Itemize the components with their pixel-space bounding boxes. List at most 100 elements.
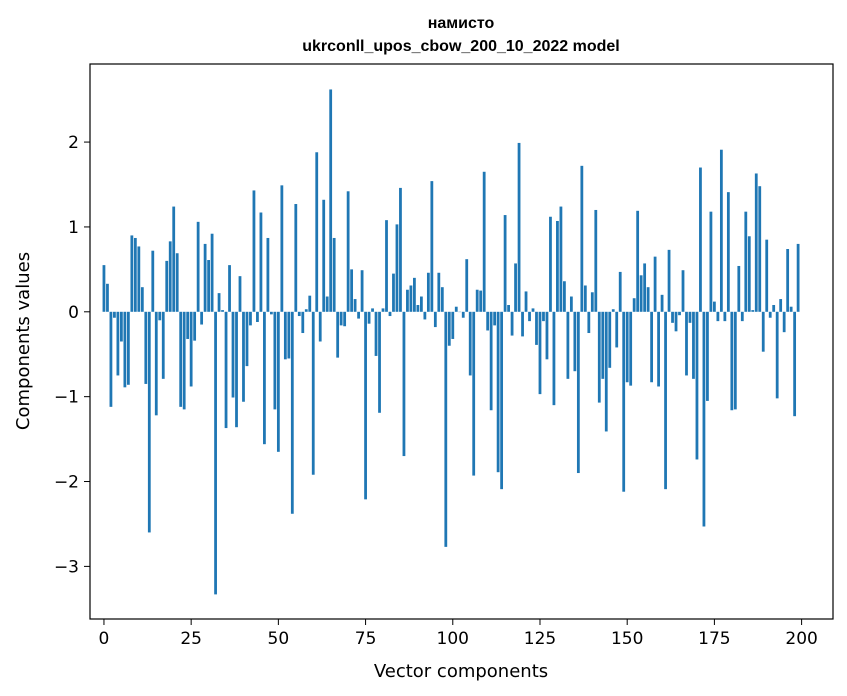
bar-199 [796,243,800,312]
bar-124 [535,311,538,345]
bar-140 [590,292,594,312]
x-tick-label-25: 25 [180,629,202,649]
bar-31 [210,233,214,312]
bar-171 [699,167,702,312]
bar-146 [611,309,615,312]
bar-188 [758,186,762,312]
bar-107 [475,289,479,312]
bar-149 [622,311,626,492]
x-axis-label: Vector components [374,661,548,682]
bar-161 [664,311,667,490]
bar-54 [290,311,294,514]
bar-160 [660,294,664,312]
bar-169 [692,311,695,379]
bar-194 [779,299,783,312]
bar-85 [399,187,402,312]
bar-46 [263,311,266,445]
bar-61 [315,152,319,312]
bar-118 [514,263,517,312]
bar-92 [423,311,427,320]
bar-192 [772,305,776,312]
bar-170 [695,311,699,460]
bar-157 [650,311,654,383]
bar-148 [618,271,622,312]
bar-70 [346,191,350,312]
bar-84 [395,224,399,312]
bar-50 [276,311,280,452]
x-tick-label-50: 50 [268,629,290,649]
bar-135 [573,311,577,372]
y-tick-label-2: 2 [68,133,79,153]
bar-75 [364,311,367,500]
bar-73 [357,311,360,319]
bar-25 [189,311,193,387]
bar-117 [510,311,514,336]
bar-101 [454,306,458,312]
bar-5 [120,311,123,342]
bar-162 [667,249,671,312]
bar-181 [733,311,737,410]
bar-174 [709,211,713,312]
bar-190 [765,239,769,312]
bar-152 [632,298,636,312]
bar-156 [646,287,650,312]
bar-93 [426,272,430,312]
bar-21 [175,253,179,312]
bar-134 [569,296,573,312]
bar-2 [109,311,113,407]
bar-94 [430,181,434,312]
bar-26 [193,311,197,341]
bar-165 [678,311,681,316]
bar-27 [196,221,200,312]
bar-19 [168,241,172,312]
bar-97 [440,287,444,312]
bar-121 [524,291,528,312]
bar-127 [545,311,549,360]
bar-44 [256,311,259,322]
bar-41 [245,311,249,367]
bar-23 [182,311,186,410]
bar-51 [280,185,284,312]
bar-180 [730,311,734,411]
bar-45 [259,212,263,312]
bar-69 [343,311,347,327]
bar-105 [468,311,472,376]
bar-167 [685,311,688,376]
bar-196 [786,249,790,312]
bar-153 [636,210,640,312]
bar-72 [353,299,357,312]
bar-1 [106,283,109,312]
bar-89 [413,277,416,312]
bar-159 [657,311,660,387]
bar-142 [597,311,601,403]
bar-151 [629,311,633,386]
y-tick-label--2: −2 [54,473,79,493]
bar-109 [482,171,486,312]
ticks-group: 0 25 50 75 100 125 150 175 200 −3 −2 −1 0 1 2 [54,133,818,649]
bar-16 [158,311,162,321]
x-tick-label-75: 75 [355,629,377,649]
bar-191 [768,311,772,318]
bar-100 [451,311,455,339]
chart-title-line-1: намисто [428,15,495,32]
plot-frame [89,63,834,620]
bar-195 [782,311,786,333]
bar-43 [252,190,256,312]
x-tick-label-175: 175 [698,629,730,649]
bar-77 [371,308,374,312]
bar-52 [283,311,287,360]
bar-186 [751,310,755,312]
bar-47 [266,237,270,312]
bar-96 [437,272,441,312]
bar-112 [493,311,497,326]
bar-197 [789,306,793,312]
bar-68 [339,311,343,326]
bar-123 [531,308,535,312]
bar-11 [140,287,144,312]
bar-172 [702,311,706,527]
bar-116 [507,305,510,312]
bar-115 [503,215,507,312]
bar-7 [126,311,130,385]
bar-98 [444,311,448,547]
